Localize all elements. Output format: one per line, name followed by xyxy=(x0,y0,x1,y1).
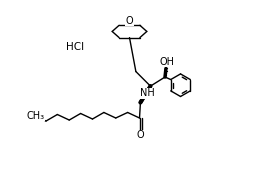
Text: O: O xyxy=(126,16,133,26)
Text: OH: OH xyxy=(159,57,174,67)
Text: CH₃: CH₃ xyxy=(27,111,45,121)
Text: NH: NH xyxy=(140,88,155,98)
Text: O: O xyxy=(137,130,145,140)
Text: HCl: HCl xyxy=(66,42,84,52)
